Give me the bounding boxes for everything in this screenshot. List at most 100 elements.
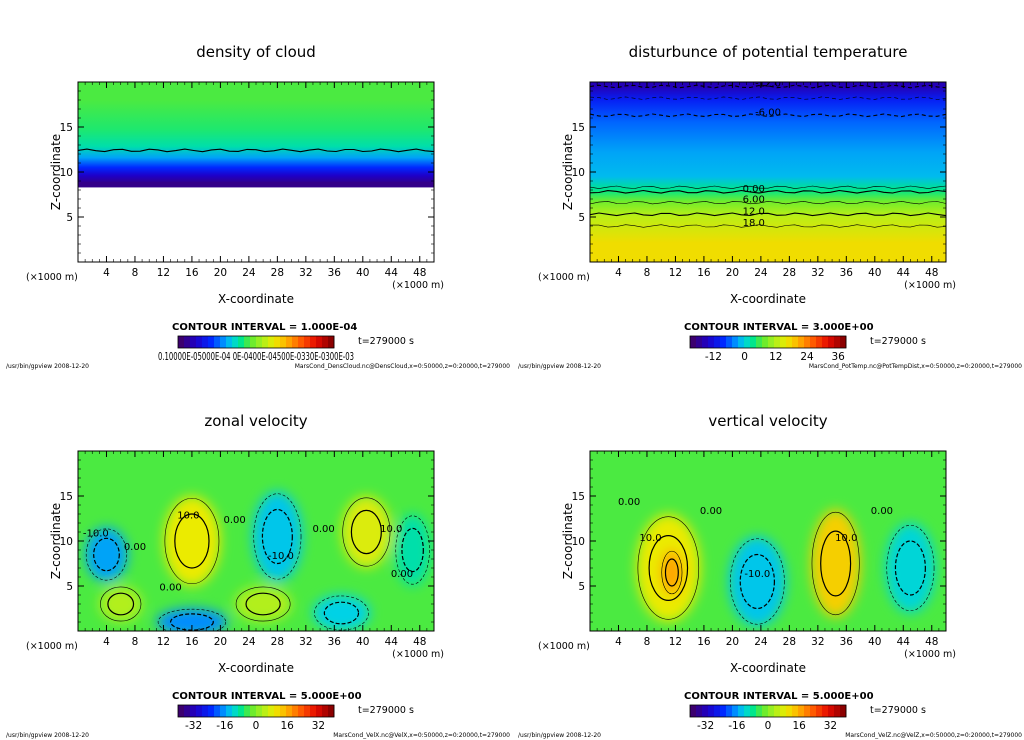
contour-label: 18.0 xyxy=(743,218,765,229)
x-tick-label: 16 xyxy=(185,267,199,279)
field-blob xyxy=(156,608,228,631)
contour-label: 0.00 xyxy=(391,569,413,580)
x-tick-label: 24 xyxy=(242,636,256,648)
footer-left: /usr/bin/gpview 2008-12-20 xyxy=(6,363,89,370)
y-tick-label: 15 xyxy=(60,491,73,503)
x-tick-label: 12 xyxy=(669,267,682,279)
colorbar-cell xyxy=(238,336,245,348)
colorbar-cell xyxy=(220,705,227,717)
x-tick-label: 28 xyxy=(783,267,796,279)
colorbar-cell xyxy=(822,705,829,717)
colorbar-cell xyxy=(822,336,829,348)
colorbar-cell xyxy=(202,336,209,348)
y-units-label: (×1000 m) xyxy=(26,641,78,652)
colorbar-tick-label: 36 xyxy=(832,351,846,363)
colorbar-cell xyxy=(828,336,835,348)
y-tick-label: 5 xyxy=(66,581,73,593)
colorbar-cell xyxy=(322,336,329,348)
contour-line xyxy=(100,586,142,622)
footer-right: MarsCond_VelZ.nc@VelZ,x=0:50000,z=0:2000… xyxy=(845,732,1022,739)
contour-interval: CONTOUR INTERVAL = 3.000E+00 xyxy=(684,322,874,333)
x-tick-label: 32 xyxy=(299,267,312,279)
colorbar-cell xyxy=(286,336,293,348)
y-units-label: (×1000 m) xyxy=(26,272,78,283)
colorbar-cell xyxy=(316,336,323,348)
colorbar-cell xyxy=(828,705,835,717)
colorbar-cell xyxy=(708,705,715,717)
colorbar-cell xyxy=(720,336,727,348)
x-tick-label: 48 xyxy=(925,267,938,279)
colorbar-cell xyxy=(244,336,251,348)
colorbar-cell xyxy=(840,705,847,717)
colorbar-cell xyxy=(738,336,745,348)
colorbar-cell xyxy=(178,336,185,348)
x-tick-label: 8 xyxy=(132,267,139,279)
colorbar-tick-label: 12 xyxy=(769,351,782,363)
contour-line xyxy=(107,592,135,616)
colorbar-frame xyxy=(689,335,847,349)
contour-label: -10.0 xyxy=(83,529,109,540)
x-tick-label: 40 xyxy=(356,636,369,648)
colorbar-cell xyxy=(220,336,227,348)
contour-label: -6.00 xyxy=(755,107,781,118)
colorbar-cell xyxy=(780,336,787,348)
x-tick-label: 16 xyxy=(185,636,199,648)
x-tick-label: 32 xyxy=(811,267,824,279)
colorbar-cell xyxy=(780,705,787,717)
colorbar-cell xyxy=(714,705,721,717)
plot-area xyxy=(78,82,434,262)
y-tick-label: 10 xyxy=(60,167,73,179)
time-label: t=279000 s xyxy=(358,336,414,347)
footer-right: MarsCond_VelX.nc@VelX,x=0:50000,z=0:2000… xyxy=(333,732,510,739)
y-tick-label: 5 xyxy=(66,212,73,224)
contour-line xyxy=(253,493,302,580)
x-tick-label: 12 xyxy=(669,636,682,648)
field-blob xyxy=(810,509,861,618)
x-tick-label: 48 xyxy=(925,636,938,648)
chart-title: density of cloud xyxy=(196,43,316,61)
y-tick-label: 5 xyxy=(578,581,585,593)
colorbar-cell xyxy=(232,336,239,348)
colorbar-cell xyxy=(322,705,329,717)
colorbar-cell xyxy=(184,336,191,348)
colorbar-tick-label: 0.10000E-05000E-04 0E-0400E-04500E-0330E… xyxy=(158,351,354,363)
x-tick-label: 40 xyxy=(868,267,881,279)
contour-label: -12.0 xyxy=(755,79,781,90)
colorbar-cell xyxy=(798,336,805,348)
colorbar-cell xyxy=(834,336,841,348)
x-tick-label: 44 xyxy=(385,636,399,648)
contour-line xyxy=(174,513,210,569)
contour-line xyxy=(590,189,946,194)
colorbar-frame xyxy=(177,704,335,718)
colorbar-tick-label: 16 xyxy=(281,720,295,732)
colorbar-cell xyxy=(816,336,823,348)
contour-line xyxy=(590,212,946,217)
colorbar-cell xyxy=(816,705,823,717)
colorbar-cell xyxy=(768,705,775,717)
x-tick-label: 40 xyxy=(356,267,369,279)
x-tick-label: 8 xyxy=(644,636,651,648)
x-units-label: (×1000 m) xyxy=(392,649,444,660)
field-fill xyxy=(590,82,946,262)
colorbar-cell xyxy=(280,336,287,348)
contour-line xyxy=(590,185,946,189)
x-tick-label: 24 xyxy=(754,267,768,279)
time-label: t=279000 s xyxy=(870,336,926,347)
colorbar-cell xyxy=(274,336,281,348)
contour-line xyxy=(235,586,291,622)
contour-line xyxy=(886,524,935,612)
colorbar-tick-label: 16 xyxy=(793,720,807,732)
contour-line xyxy=(78,148,434,153)
x-tick-label: 44 xyxy=(385,267,399,279)
colorbar-cell xyxy=(298,336,305,348)
colorbar-cell xyxy=(190,705,197,717)
x-tick-label: 28 xyxy=(271,636,284,648)
colorbar-cell xyxy=(310,336,317,348)
y-tick-label: 5 xyxy=(578,212,585,224)
colorbar-frame xyxy=(177,335,335,349)
colorbar-cell xyxy=(208,705,215,717)
y-tick-label: 15 xyxy=(572,491,585,503)
